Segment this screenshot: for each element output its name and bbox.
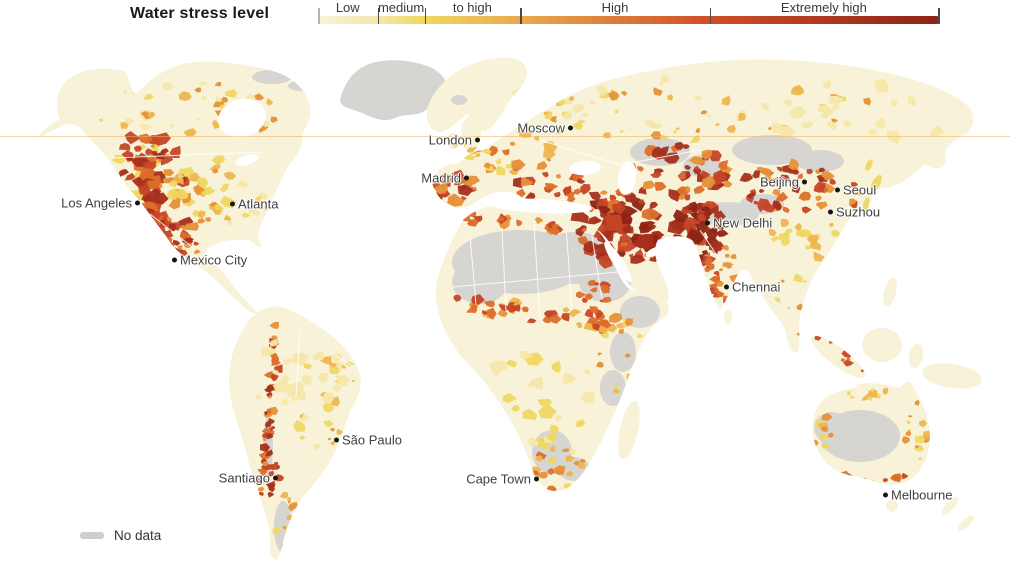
page-title: Water stress level	[130, 5, 270, 22]
no-data-swatch	[80, 532, 104, 539]
city-marker-new-delhi: New Delhi	[705, 216, 772, 231]
city-name-label: Beijing	[759, 174, 799, 190]
legend-segment-label: High	[601, 0, 629, 15]
mediterranean-sea	[488, 198, 592, 214]
city-dot	[475, 137, 480, 143]
city-name-label: Moscow	[517, 120, 565, 136]
city-name-label: New Delhi	[713, 215, 773, 231]
legend-tick	[377, 8, 380, 24]
city-dot	[835, 187, 840, 193]
city-marker-suzhou: Suzhou	[828, 205, 880, 220]
inland-water-layer	[218, 92, 663, 283]
city-dot	[883, 492, 888, 498]
japan-main	[870, 174, 882, 194]
city-name-label: Los Angeles	[61, 195, 132, 211]
continents-layer	[38, 57, 982, 560]
sulawesi	[908, 344, 924, 368]
persian-gulf	[645, 246, 663, 258]
caspian-sea	[617, 161, 637, 195]
madagascar	[618, 400, 640, 460]
city-marker-seoul: Seoul	[835, 183, 876, 198]
city-dot	[568, 125, 573, 131]
city-marker-santiago: Santiago	[219, 471, 278, 486]
city-marker-s-o-paulo: São Paulo	[334, 433, 402, 448]
philippines	[883, 277, 897, 307]
legend-segment-label: to high	[452, 0, 492, 15]
legend-segment-labels: Low medium to high High Extremely high	[318, 0, 938, 16]
city-name-label: Cape Town	[466, 471, 531, 487]
legend-tick	[424, 8, 427, 24]
city-marker-mexico-city: Mexico City	[172, 253, 247, 268]
city-dot	[705, 220, 710, 226]
city-dot	[135, 200, 140, 206]
city-marker-beijing: Beijing	[760, 175, 807, 190]
baltic-sea	[516, 92, 534, 118]
legend-segment-label: Extremely high	[780, 0, 867, 15]
city-dot	[828, 209, 833, 215]
tasmania	[886, 500, 898, 512]
no-data-label: No data	[114, 528, 162, 543]
new-zealand-north	[941, 496, 959, 516]
city-marker-london: London	[429, 133, 480, 148]
japan-north	[865, 159, 873, 171]
city-dot	[534, 476, 539, 482]
city-marker-cape-town: Cape Town	[466, 472, 539, 487]
city-name-label: Santiago	[218, 470, 270, 486]
red-sea	[604, 241, 632, 283]
legend-tick	[520, 8, 522, 24]
city-dot	[464, 175, 469, 181]
city-name-label: Seoul	[843, 182, 877, 198]
legend-tick	[318, 8, 320, 24]
city-name-label: Atlanta	[238, 196, 279, 212]
city-marker-melbourne: Melbourne	[883, 488, 952, 503]
no-data-key: No data	[80, 528, 161, 543]
city-marker-madrid: Madrid	[421, 171, 469, 186]
new-zealand-south	[958, 515, 974, 531]
city-dot	[802, 179, 807, 185]
sumatra	[811, 335, 865, 379]
legend-segment-label: medium	[377, 0, 425, 15]
city-name-label: Melbourne	[891, 487, 953, 503]
city-name-label: London	[428, 132, 472, 148]
city-name-label: Madrid	[421, 170, 461, 186]
city-dot	[724, 284, 729, 290]
black-sea	[569, 160, 601, 176]
legend-gradient-bar	[318, 16, 938, 24]
world-map-svg	[38, 57, 982, 560]
legend-tick	[938, 8, 940, 24]
city-dot	[172, 257, 177, 263]
city-name-label: Mexico City	[180, 252, 248, 268]
city-dot	[334, 437, 339, 443]
new-guinea	[922, 363, 982, 389]
legend-ticks	[318, 0, 940, 24]
legend-segment-label: Low	[335, 0, 360, 15]
city-marker-chennai: Chennai	[724, 280, 780, 295]
city-dot	[230, 201, 235, 207]
world-map: Los Angeles Atlanta Mexico City São Paulo Sa…	[0, 40, 1024, 570]
japan-south	[862, 197, 870, 213]
city-name-label: Chennai	[732, 279, 781, 295]
sri-lanka	[724, 310, 732, 324]
country-borders-layer	[111, 139, 721, 399]
water-stress-legend: Low medium to high High Extremely high	[318, 0, 940, 28]
borneo	[862, 328, 902, 362]
city-marker-moscow: Moscow	[517, 121, 573, 136]
hudson-bay	[218, 98, 266, 138]
city-name-label: São Paulo	[342, 432, 402, 448]
city-name-label: Suzhou	[836, 204, 881, 220]
legend-tick	[709, 8, 712, 24]
city-marker-los-angeles: Los Angeles	[61, 196, 140, 211]
city-marker-atlanta: Atlanta	[230, 197, 278, 212]
great-lakes	[235, 153, 259, 167]
city-dot	[273, 475, 278, 481]
